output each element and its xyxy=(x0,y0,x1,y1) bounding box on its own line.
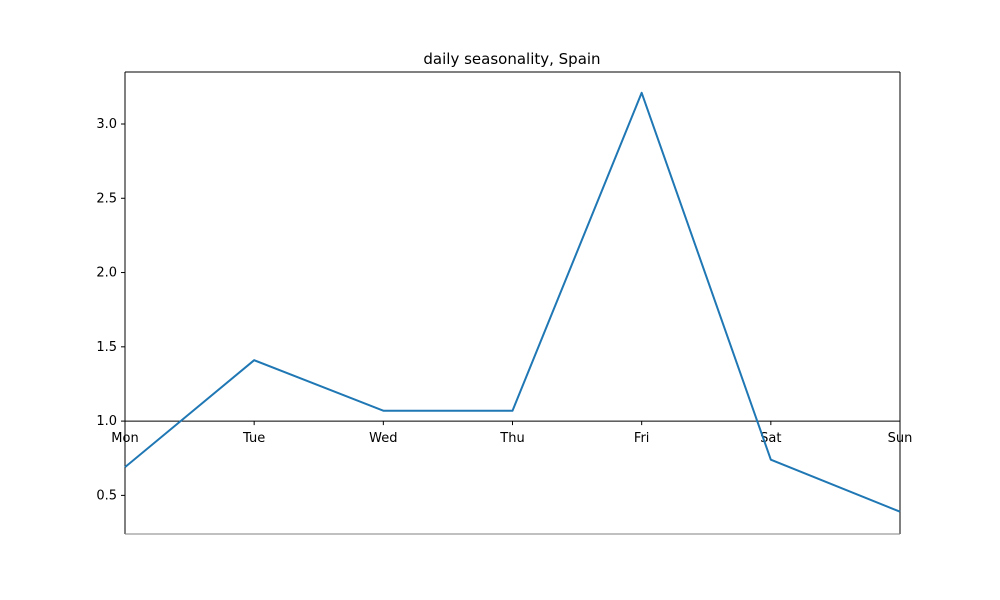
y-tick-label: 2.5 xyxy=(96,191,117,206)
x-tick-label: Mon xyxy=(111,431,138,446)
x-tick-label: Wed xyxy=(369,431,397,446)
y-tick-label: 1.5 xyxy=(96,340,117,355)
y-ticks: 0.5 1.0 1.5 2.0 2.5 3.0 xyxy=(96,117,125,503)
y-tick-label: 2.0 xyxy=(96,266,117,281)
chart-title: daily seasonality, Spain xyxy=(423,50,600,68)
x-tick-label: Sun xyxy=(888,431,913,446)
x-ticks: Mon Tue Wed Thu Fri Sat Sun xyxy=(111,421,912,446)
y-tick-label: 1.0 xyxy=(96,414,117,429)
series-layer xyxy=(124,91,901,513)
x-tick-label: Thu xyxy=(499,431,524,446)
y-tick-label: 0.5 xyxy=(96,488,117,503)
y-tick-label: 3.0 xyxy=(96,117,117,132)
x-tick-label: Tue xyxy=(242,431,265,446)
x-tick-label: Fri xyxy=(634,431,650,446)
series-line xyxy=(124,91,901,513)
